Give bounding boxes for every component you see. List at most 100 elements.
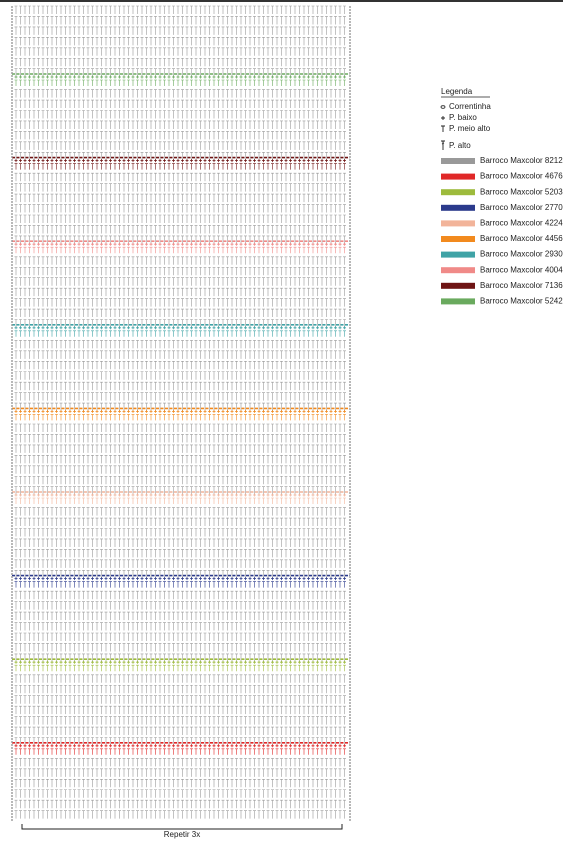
legend-stitch: Correntinha — [449, 102, 491, 111]
stitch-row — [14, 330, 346, 337]
legend-swatch — [441, 189, 475, 196]
legend-color-label: Barroco Maxcolor 7136 — [480, 281, 563, 290]
stitch-row — [14, 423, 346, 432]
repeat-bracket — [21, 824, 343, 830]
legend-swatch — [441, 236, 475, 242]
stitch-row — [14, 684, 346, 694]
legend-swatch — [441, 220, 475, 227]
stitch-row — [14, 559, 346, 568]
stitch-row — [14, 152, 346, 161]
stitch-row — [14, 381, 346, 391]
sc-row — [14, 577, 346, 581]
stitch-row — [14, 235, 346, 244]
stitch-row — [14, 371, 346, 380]
stitch-row — [14, 172, 346, 182]
sc-row — [14, 493, 346, 497]
sc-row — [14, 242, 346, 246]
legend-color-label: Barroco Maxcolor 5203 — [480, 187, 563, 196]
stitch-row — [14, 632, 346, 641]
legend-color-label: Barroco Maxcolor 2930 — [480, 250, 563, 259]
legend-color-label: Barroco Maxcolor 4456 — [480, 234, 563, 243]
legend-color-label: Barroco Maxcolor 2770 — [480, 203, 563, 212]
stitch-row — [14, 361, 346, 370]
legend-stitch: P. baixo — [449, 113, 477, 122]
stitch-row — [14, 47, 346, 56]
top-bar — [0, 0, 563, 2]
stitch-row — [14, 319, 346, 328]
sc-symbol — [441, 116, 445, 120]
sc-row — [14, 409, 346, 413]
sc-row — [14, 660, 346, 664]
stitch-row — [14, 799, 346, 809]
stitch-row — [14, 695, 346, 704]
repeat-label: Repetir 3x — [164, 830, 200, 839]
dc-symbol — [441, 140, 445, 150]
stitch-row — [14, 507, 346, 516]
stitch-row — [14, 789, 346, 798]
stitch-row — [14, 256, 346, 265]
stitch-row — [14, 726, 346, 736]
stitch-row — [14, 768, 346, 777]
legend-stitch: P. alto — [449, 141, 471, 150]
legend-swatch — [441, 158, 475, 164]
stitch-row — [14, 779, 346, 788]
legend-swatch — [441, 282, 475, 289]
stitch-chart — [11, 5, 351, 821]
stitch-row — [14, 246, 346, 254]
stitch-row — [14, 748, 346, 755]
stitch-row — [14, 5, 346, 14]
stitch-row — [14, 110, 346, 119]
stitch-row — [14, 497, 346, 504]
stitch-row — [14, 57, 346, 67]
stitch-row — [14, 277, 346, 286]
legend-swatch — [441, 204, 475, 211]
stitch-row — [14, 79, 346, 86]
stitch-row — [14, 601, 346, 610]
legend-title: Legenda — [441, 87, 473, 96]
stitch-row — [14, 737, 346, 746]
legend-color-label: Barroco Maxcolor 5242 — [480, 297, 563, 306]
stitch-row — [14, 538, 346, 547]
stitch-row — [14, 434, 346, 443]
legend-swatch — [441, 298, 475, 305]
stitch-row — [14, 37, 346, 46]
stitch-row — [14, 758, 346, 767]
stitch-row — [14, 193, 346, 203]
legend-color-label: Barroco Maxcolor 8212 — [480, 156, 563, 165]
hdc-symbol — [441, 125, 445, 132]
legend-swatch — [441, 173, 475, 180]
stitch-row — [14, 517, 346, 527]
legend-stitch: P. meio alto — [449, 124, 491, 133]
stitch-row — [14, 340, 346, 349]
stitch-row — [14, 810, 346, 819]
sc-row — [14, 159, 346, 163]
stitch-row — [14, 528, 346, 537]
stitch-row — [14, 486, 346, 495]
stitch-row — [14, 674, 346, 683]
stitch-row — [14, 705, 346, 715]
stitch-row — [14, 120, 346, 129]
stitch-row — [14, 26, 346, 35]
stitch-row — [14, 204, 346, 213]
stitch-row — [14, 549, 346, 558]
stitch-row — [14, 350, 346, 359]
stitch-row — [14, 475, 346, 485]
stitch-row — [14, 392, 346, 401]
stitch-row — [14, 308, 346, 318]
stitch-row — [14, 266, 346, 276]
sc-row — [14, 75, 346, 79]
sc-row — [14, 744, 346, 748]
stitch-row — [14, 444, 346, 453]
stitch-row — [14, 214, 346, 223]
stitch-row — [14, 89, 346, 98]
legend-color-label: Barroco Maxcolor 4676 — [480, 172, 563, 181]
chain-symbol — [440, 105, 446, 109]
stitch-row — [14, 163, 346, 170]
stitch-row — [14, 68, 346, 77]
stitch-row — [14, 287, 346, 297]
legend-color-label: Barroco Maxcolor 4004 — [480, 265, 563, 274]
stitch-row — [14, 414, 346, 421]
stitch-row — [14, 16, 346, 25]
sc-row — [14, 326, 346, 330]
